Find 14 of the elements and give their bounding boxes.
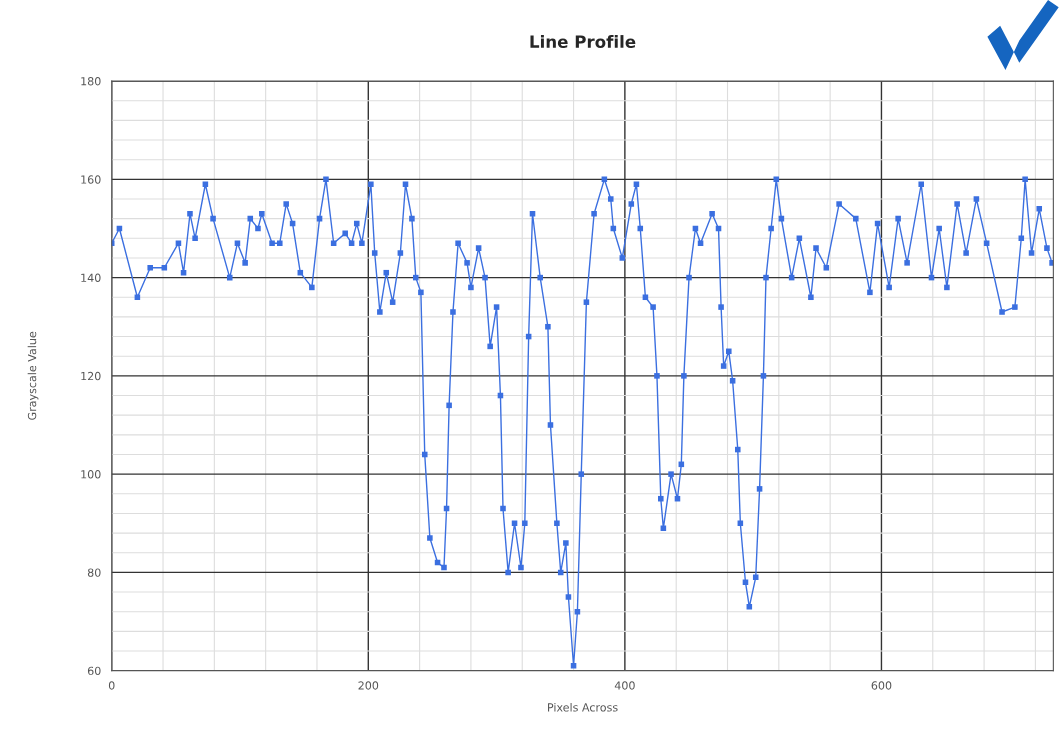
x-tick-label: 600: [871, 681, 892, 690]
y-tick-label: 80: [87, 568, 101, 577]
x-axis-title: Pixels Across: [548, 702, 618, 712]
chart-title: Line Profile: [530, 35, 636, 48]
y-tick-label: 180: [81, 77, 101, 86]
y-tick-label: 140: [81, 273, 101, 282]
x-tick-label: 200: [358, 681, 379, 690]
y-axis-title: Grayscale Value: [27, 331, 39, 420]
y-tick-label: 160: [81, 175, 101, 184]
x-tick-label: 0: [108, 681, 115, 690]
x-tick-label: 400: [614, 681, 635, 690]
y-tick-label: 60: [87, 666, 101, 676]
y-tick-label: 120: [81, 371, 101, 381]
y-tick-label: 100: [81, 470, 101, 479]
